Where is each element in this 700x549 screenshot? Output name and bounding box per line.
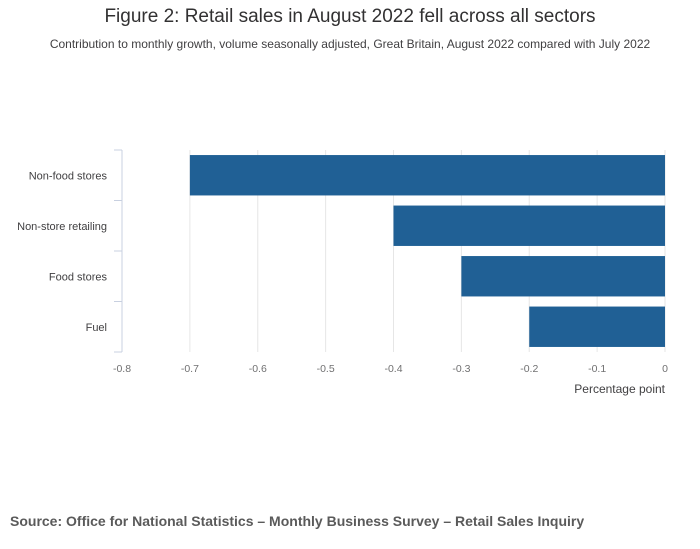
x-tick-label: -0.4 (384, 363, 402, 375)
category-label: Non-food stores (29, 170, 108, 182)
category-label: Non-store retailing (17, 221, 107, 233)
x-tick-label: -0.5 (317, 363, 335, 375)
x-tick-label: -0.6 (249, 363, 267, 375)
x-tick-label: -0.7 (181, 363, 199, 375)
bar-food-stores (461, 256, 665, 297)
category-label: Fuel (86, 322, 107, 334)
bar-non-store-retailing (393, 205, 665, 246)
x-axis-title: Percentage point (574, 382, 665, 396)
x-tick-label: -0.8 (113, 363, 131, 375)
source-note: Source: Office for National Statistics –… (10, 513, 585, 529)
bar-non-food-stores (189, 155, 665, 196)
chart-title: Figure 2: Retail sales in August 2022 fe… (104, 6, 596, 27)
chart-subtitle: Contribution to monthly growth, volume s… (49, 37, 651, 51)
x-tick-label: 0 (662, 363, 668, 375)
x-tick-label: -0.1 (588, 363, 606, 375)
bar-fuel (529, 306, 665, 347)
x-tick-label: -0.2 (520, 363, 538, 375)
category-label: Food stores (49, 271, 108, 283)
x-tick-label: -0.3 (452, 363, 470, 375)
